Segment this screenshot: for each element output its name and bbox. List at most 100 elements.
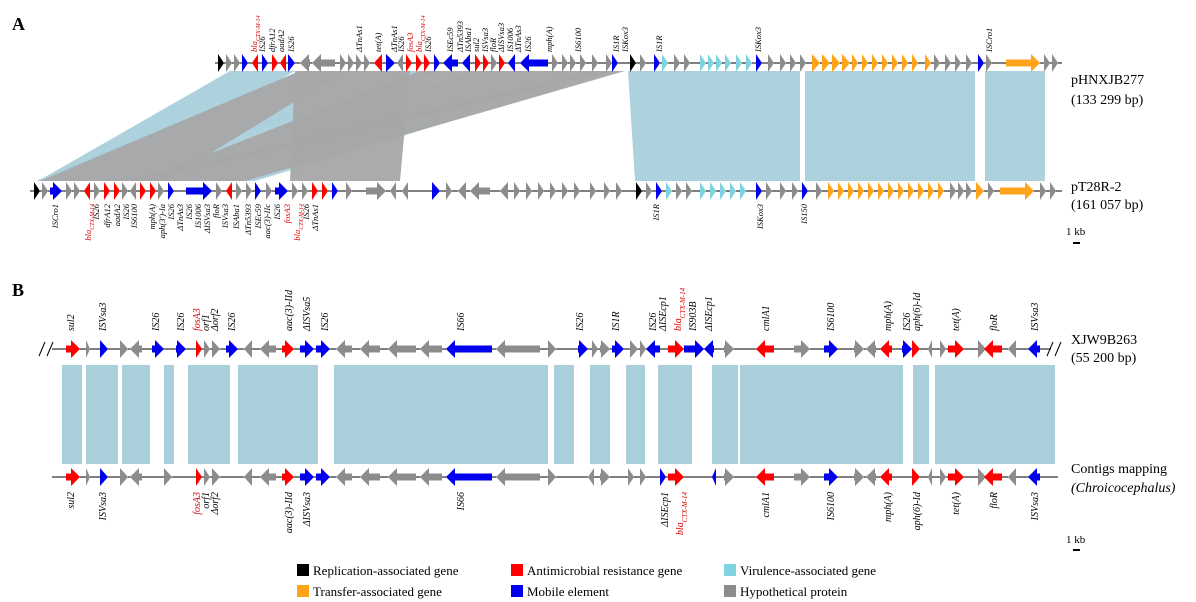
gene-arrow-virulence bbox=[736, 54, 742, 72]
gene-arrow-hypothetical bbox=[120, 468, 128, 486]
gene-label: ISAba1 bbox=[463, 27, 473, 53]
gene-arrow-hypothetical bbox=[590, 182, 596, 200]
gene-label: tet(A) bbox=[373, 32, 383, 52]
homology-block bbox=[62, 365, 82, 464]
gene-label: blaCTX-M-14 bbox=[675, 492, 689, 536]
gene-arrow-hypothetical bbox=[768, 54, 774, 72]
gene-arrow-hypothetical bbox=[234, 54, 240, 72]
gene-arrow-hypothetical bbox=[300, 54, 310, 72]
gene-label: IS26 bbox=[423, 36, 433, 53]
gene-label: IS26 bbox=[301, 203, 311, 220]
gene-label: floR bbox=[989, 314, 1000, 331]
gene-arrow-hypothetical bbox=[676, 182, 682, 200]
gene-arrow-resistance bbox=[948, 340, 964, 358]
gene-label: dfrA12 bbox=[267, 28, 277, 52]
panel-a-homology bbox=[36, 71, 1045, 181]
gene-arrow-hypothetical bbox=[866, 340, 876, 358]
legend-label-resistance: Antimicrobial resistance gene bbox=[527, 563, 682, 578]
gene-arrow-hypothetical bbox=[246, 182, 252, 200]
gene-arrow-hypothetical bbox=[940, 468, 946, 486]
gene-arrow-hypothetical bbox=[470, 182, 490, 200]
gene-arrow-mobile bbox=[654, 54, 660, 72]
gene-arrow-mobile bbox=[978, 54, 984, 72]
gene-arrow-hypothetical bbox=[244, 340, 252, 358]
gene-arrow-resistance bbox=[322, 182, 328, 200]
gene-arrow-hypothetical bbox=[1008, 340, 1016, 358]
homology-block bbox=[658, 365, 692, 464]
gene-arrow-resistance bbox=[880, 468, 892, 486]
gene-label: aph(6)-Id bbox=[912, 491, 923, 530]
gene-arrow-resistance bbox=[880, 340, 892, 358]
gene-label: IS66 bbox=[456, 313, 467, 332]
gene-label: aac(3)-IIc bbox=[262, 204, 272, 239]
gene-label: IS6100 bbox=[573, 27, 583, 53]
gene-arrow-resistance bbox=[196, 340, 202, 358]
gene-arrow-hypothetical bbox=[988, 182, 994, 200]
gene-arrow-hypothetical bbox=[130, 182, 136, 200]
gene-arrow-virulence bbox=[710, 182, 716, 200]
gene-arrow-resistance bbox=[912, 340, 920, 358]
legend-swatch-resistance bbox=[511, 564, 523, 576]
gene-arrow-resistance bbox=[272, 54, 278, 72]
gene-arrow-mobile bbox=[300, 340, 314, 358]
gene-arrow-mobile bbox=[275, 182, 288, 200]
gene-label: ISVsa3 bbox=[1030, 303, 1041, 332]
gene-arrow-hypothetical bbox=[312, 54, 335, 72]
gene-label: IS26 bbox=[902, 313, 913, 332]
gene-arrow-hypothetical bbox=[302, 182, 308, 200]
scale-label-a: 1 kb bbox=[1066, 226, 1086, 238]
gene-label: ΔISVsa3 bbox=[496, 23, 506, 53]
gene-arrow-hypothetical bbox=[606, 54, 612, 72]
gene-arrow-transfer bbox=[928, 182, 934, 200]
gene-arrow-mobile bbox=[50, 182, 62, 200]
gene-arrow-resistance bbox=[280, 54, 286, 72]
gene-label: ΔTn5393 bbox=[243, 204, 253, 236]
gene-arrow-hypothetical bbox=[496, 468, 540, 486]
gene-label: ΔTn5393 bbox=[455, 21, 465, 53]
gene-arrow-virulence bbox=[666, 182, 672, 200]
gene-arrow-mobile bbox=[612, 54, 618, 72]
gene-arrow-transfer bbox=[838, 182, 844, 200]
gene-label: blaCTX-M-14 bbox=[83, 204, 96, 241]
gene-arrow-hypothetical bbox=[866, 468, 876, 486]
gene-arrow-hypothetical bbox=[1052, 54, 1058, 72]
legend-swatch-replication bbox=[297, 564, 309, 576]
gene-label: cmlA1 bbox=[761, 492, 772, 518]
gene-arrow-resistance bbox=[312, 182, 318, 200]
legend-swatch-transfer bbox=[297, 585, 309, 597]
gene-label: cmlA1 bbox=[761, 305, 772, 331]
gene-label: IS26 bbox=[227, 313, 238, 332]
legend-swatch-virulence bbox=[724, 564, 736, 576]
gene-arrow-hypothetical bbox=[966, 182, 972, 200]
homology-block bbox=[238, 365, 318, 464]
homology-block bbox=[140, 71, 625, 181]
gene-arrow-transfer bbox=[882, 54, 888, 72]
homology-block bbox=[590, 365, 610, 464]
gene-arrow-hypothetical bbox=[130, 340, 142, 358]
gene-label: IS1R bbox=[654, 35, 664, 53]
gene-label: ΔTnAs1 bbox=[310, 204, 320, 232]
gene-label: blaCTX-M-14 bbox=[673, 287, 687, 331]
gene-arrow-hypothetical bbox=[538, 182, 544, 200]
gene-arrow-transfer bbox=[858, 182, 864, 200]
track-name-contigs: Contigs mapping bbox=[1071, 462, 1167, 477]
gene-label: IS26 bbox=[184, 203, 194, 220]
gene-label: dfrA12 bbox=[102, 203, 112, 227]
gene-arrow-transfer bbox=[852, 54, 858, 72]
gene-arrow-hypothetical bbox=[640, 340, 646, 358]
homology-block bbox=[164, 365, 174, 464]
gene-label: ΔTnAs3 bbox=[175, 204, 185, 232]
gene-arrow-hypothetical bbox=[548, 340, 556, 358]
gene-arrow-hypothetical bbox=[945, 54, 951, 72]
gene-arrow-mobile bbox=[242, 54, 248, 72]
gene-arrow-mobile bbox=[712, 468, 716, 486]
gene-arrow-hypothetical bbox=[934, 54, 940, 72]
gene-label: IS26 bbox=[257, 36, 267, 53]
homology-block bbox=[40, 71, 345, 181]
gene-arrow-hypothetical bbox=[674, 54, 680, 72]
gene-arrow-hypothetical bbox=[402, 182, 408, 200]
gene-arrow-hypothetical bbox=[724, 468, 734, 486]
gene-arrow-transfer bbox=[892, 54, 898, 72]
gene-arrow-hypothetical bbox=[226, 54, 232, 72]
gene-arrow-hypothetical bbox=[260, 340, 276, 358]
